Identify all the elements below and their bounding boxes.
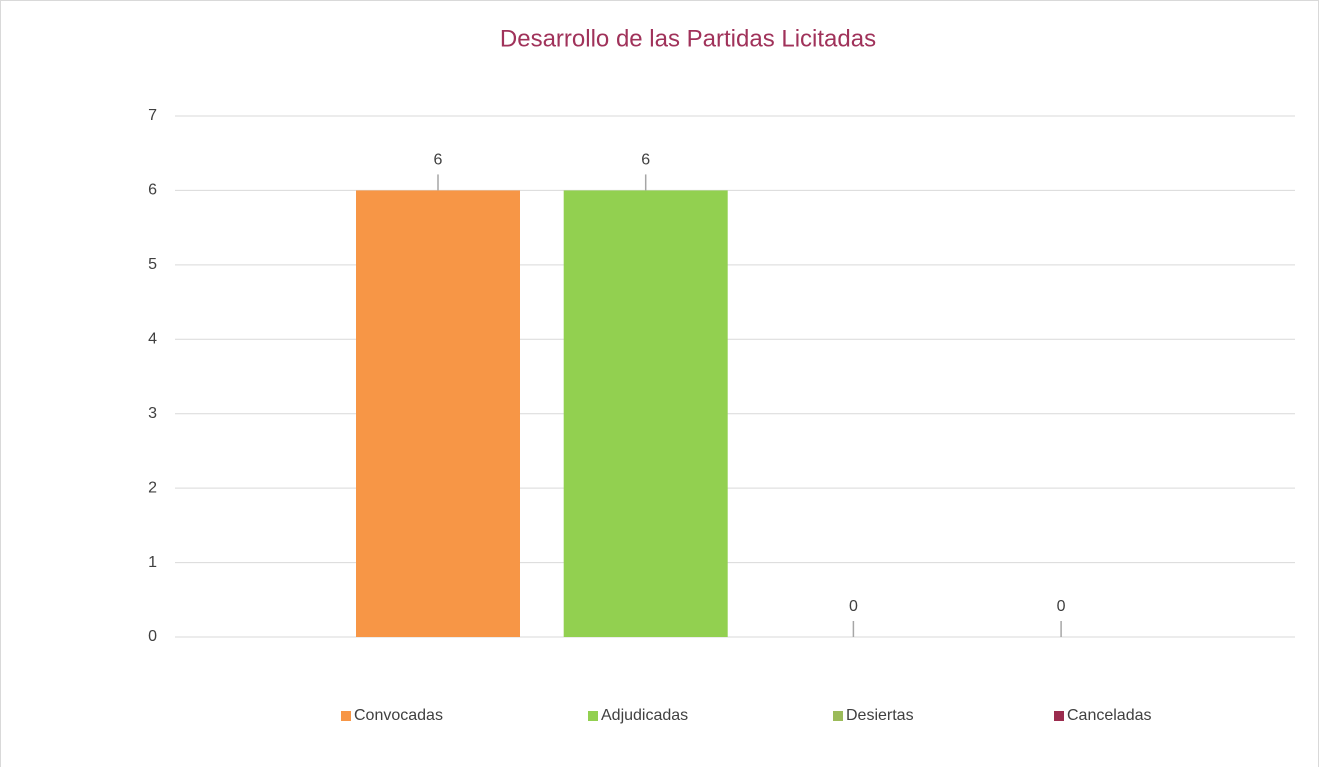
y-tick-label: 3 (148, 405, 157, 422)
legend-swatch (341, 711, 351, 721)
data-label: 6 (641, 152, 650, 169)
legend-swatch (833, 711, 843, 721)
y-tick-label: 2 (148, 479, 157, 496)
y-tick-label: 7 (148, 107, 157, 124)
legend-label: Adjudicadas (601, 707, 688, 724)
y-tick-label: 0 (148, 628, 157, 645)
legend-label: Desiertas (846, 707, 914, 724)
y-tick-label: 4 (148, 331, 157, 348)
data-label: 0 (1057, 598, 1066, 615)
y-tick-label: 1 (148, 554, 157, 571)
data-label: 6 (434, 152, 443, 169)
legend-swatch (588, 711, 598, 721)
legend-swatch (1054, 711, 1064, 721)
bar (356, 190, 520, 637)
bar (563, 190, 728, 637)
data-label: 0 (849, 598, 858, 615)
chart-title: Desarrollo de las Partidas Licitadas (500, 25, 876, 52)
legend-label: Convocadas (354, 707, 443, 724)
legend-label: Canceladas (1067, 707, 1152, 724)
y-tick-label: 6 (148, 182, 157, 199)
y-tick-label: 5 (148, 256, 157, 273)
